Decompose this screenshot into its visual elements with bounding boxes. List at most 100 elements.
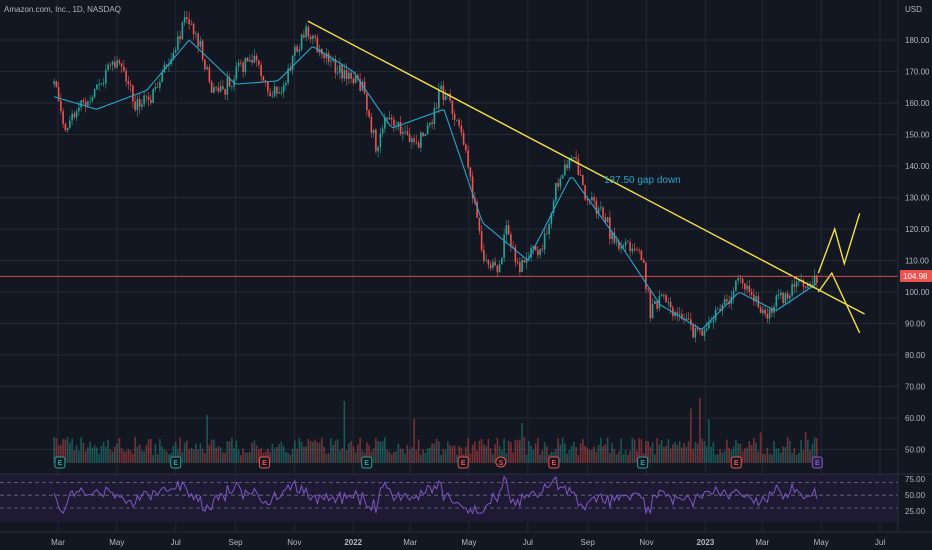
candle-body	[249, 59, 251, 62]
candle-body	[611, 232, 613, 240]
earnings-marker[interactable]	[54, 456, 66, 469]
volume-bar	[816, 438, 818, 463]
volume-bar	[75, 445, 78, 463]
candle-body	[366, 93, 368, 111]
projection-down-path[interactable]	[817, 271, 861, 334]
volume-bar	[658, 444, 661, 463]
candle-body	[105, 70, 107, 84]
volume-bar	[708, 419, 710, 463]
candle-body	[334, 58, 337, 73]
candle-body	[422, 132, 424, 137]
projection-up-path[interactable]	[817, 213, 861, 274]
candle-body	[633, 248, 636, 250]
candle-body	[397, 122, 400, 126]
candle-body	[462, 132, 465, 145]
volume-bar	[453, 445, 456, 463]
candle-body	[687, 318, 690, 320]
earnings-marker[interactable]	[730, 456, 742, 469]
downtrend-line[interactable]	[307, 20, 865, 315]
candle-body	[116, 60, 118, 68]
volume-bar	[388, 451, 391, 463]
candle-body	[541, 248, 544, 250]
time-axis[interactable]: Mar May Jul Sep Nov 2022 Mar May Jul Sep Nov 2023 Ma…	[51, 538, 885, 547]
volume-bar	[669, 448, 672, 463]
volume-bar	[663, 446, 665, 463]
volume-bar	[147, 439, 150, 463]
volume-bar	[309, 440, 312, 463]
volume-bar	[222, 452, 224, 463]
volume-bar	[604, 444, 607, 463]
candle-body	[602, 207, 604, 218]
volume-bar	[492, 453, 494, 463]
candle-body	[712, 320, 715, 323]
split-marker[interactable]	[495, 456, 507, 468]
candle-body	[278, 92, 280, 94]
time-tick-label: Nov	[287, 538, 301, 547]
earnings-marker-label: S	[498, 460, 503, 467]
earnings-marker[interactable]	[811, 456, 823, 469]
price-axis[interactable]: 180.00 170.00 160.00 150.00 140.00 130.00 120.…	[905, 36, 930, 455]
volume-bar	[136, 446, 139, 463]
candle-body	[388, 117, 391, 120]
volume-bar	[111, 451, 114, 463]
rsi-tick-label: 75.00	[905, 475, 926, 484]
volume-bar	[593, 446, 595, 463]
volume-bar	[316, 442, 319, 463]
time-tick-label: Mar	[755, 538, 769, 547]
earnings-marker[interactable]	[457, 456, 469, 469]
volume-bar	[665, 446, 667, 463]
candle-body	[467, 150, 469, 168]
candle-body	[303, 34, 305, 38]
candle-body	[480, 231, 483, 251]
candle-body	[294, 46, 296, 56]
volume-bar	[348, 443, 350, 463]
volume-bar	[219, 447, 222, 463]
candle-body	[624, 241, 627, 246]
price-tick-label: 160.00	[905, 99, 930, 108]
earnings-marker-label: E	[364, 460, 369, 467]
candle-body	[150, 99, 152, 103]
candle-body	[134, 101, 136, 110]
candle-body	[125, 70, 127, 82]
candle-body	[433, 107, 436, 125]
volume-bar	[485, 446, 487, 463]
volume-bar	[458, 446, 460, 463]
price-tick-label: 90.00	[905, 320, 926, 329]
volume-bar	[566, 453, 568, 463]
candle-body	[165, 64, 168, 66]
volume-bar	[546, 446, 548, 463]
volume-bar	[687, 441, 690, 463]
volume-bar	[406, 444, 409, 463]
volume-bar	[654, 454, 656, 463]
earnings-marker[interactable]	[637, 456, 649, 469]
earnings-marker[interactable]	[361, 456, 373, 469]
volume-bar	[800, 440, 802, 463]
volume-bar	[190, 447, 193, 463]
earnings-marker[interactable]	[170, 456, 182, 469]
volume-bar	[559, 444, 562, 463]
candle-body	[109, 64, 112, 66]
candle-body	[224, 89, 226, 95]
candle-body	[69, 120, 71, 128]
price-tick-label: 80.00	[905, 351, 926, 360]
candle-body	[177, 36, 179, 50]
candle-body	[237, 62, 240, 67]
candle-body	[780, 292, 782, 296]
volume-bar	[793, 448, 796, 463]
candle-body	[456, 119, 458, 121]
volume-bar	[498, 446, 501, 463]
volume-bar	[368, 445, 370, 463]
volume-bar	[278, 444, 280, 463]
candle-body	[620, 247, 622, 249]
earnings-marker[interactable]	[548, 456, 560, 469]
candle-body	[663, 295, 665, 296]
volume-bar	[557, 438, 559, 463]
time-tick-label: Sep	[581, 538, 596, 547]
candle-body	[627, 241, 629, 243]
candle-body	[100, 83, 103, 85]
candle-body	[762, 309, 764, 313]
earnings-marker[interactable]	[258, 456, 270, 469]
candle-body	[568, 158, 571, 169]
